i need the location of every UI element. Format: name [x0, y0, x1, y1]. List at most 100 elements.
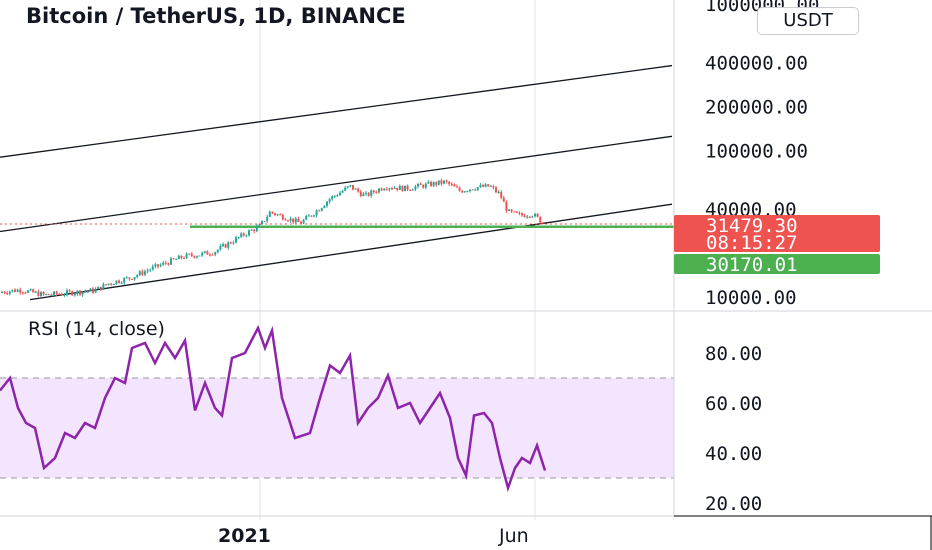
candle-body	[302, 219, 305, 224]
candle-body	[487, 184, 490, 187]
candle-body	[201, 252, 204, 256]
countdown-value: 08:15:27	[706, 232, 798, 254]
candle-body	[315, 210, 318, 216]
candle-body	[3, 291, 6, 294]
candle-body	[253, 229, 256, 232]
candle-body	[237, 237, 240, 239]
candle-body	[445, 180, 448, 182]
candle-body	[346, 186, 349, 188]
rsi-indicator-label[interactable]: RSI (14, close)	[28, 318, 165, 340]
candle-body	[112, 283, 115, 285]
candle-body	[94, 289, 97, 293]
candle-body	[370, 190, 373, 196]
candle-body	[42, 292, 45, 295]
candle-body	[255, 226, 258, 232]
candle-body	[484, 184, 487, 187]
candle-body	[406, 185, 409, 190]
candle-body	[352, 185, 354, 190]
candle-body	[203, 251, 206, 253]
candle-body	[63, 294, 66, 296]
support-price-value: 30170.01	[706, 254, 798, 276]
candle-body	[86, 291, 89, 293]
candle-body	[224, 244, 227, 248]
candle-body	[47, 294, 50, 296]
candle-body	[164, 262, 167, 264]
price-pane[interactable]	[0, 0, 674, 520]
candle-body	[29, 289, 32, 291]
candle-body	[495, 187, 497, 193]
candle-body	[383, 189, 386, 191]
candle-body	[344, 187, 347, 191]
candle-body	[227, 242, 230, 248]
candle-body	[136, 275, 139, 278]
candle-body	[131, 278, 133, 280]
candle-body	[16, 289, 19, 292]
candle-body	[378, 188, 380, 193]
price-axis-label: 100000.00	[705, 141, 808, 163]
candle-body	[375, 192, 378, 194]
candle-body	[261, 221, 263, 225]
rsi-axis-label: 40.00	[705, 443, 762, 465]
candle-body	[157, 264, 159, 267]
candle-body	[440, 180, 443, 184]
candle-body	[513, 211, 516, 213]
candle-body	[297, 218, 300, 222]
rsi-axis[interactable]: 80.00 60.00 40.00 20.00	[705, 343, 762, 515]
candle-body	[523, 215, 526, 218]
candle-body	[240, 233, 243, 238]
candle-body	[271, 211, 274, 214]
candle-body	[536, 213, 539, 217]
candle-body	[372, 190, 375, 193]
candle-body	[8, 291, 11, 294]
candle-body	[437, 180, 440, 185]
chart-title: Bitcoin / TetherUS, 1D, BINANCE	[26, 4, 406, 28]
candle-body	[198, 255, 201, 257]
candle-body	[310, 215, 313, 217]
candle-body	[79, 290, 81, 295]
candle-body	[222, 244, 224, 247]
candle-body	[359, 191, 362, 197]
price-axis-label: 400000.00	[705, 52, 808, 74]
candle-body	[367, 192, 370, 196]
candle-body	[53, 291, 55, 296]
candle-body	[300, 221, 302, 224]
candle-body	[159, 264, 162, 267]
candle-body	[430, 181, 432, 187]
candle-body	[461, 190, 464, 193]
candle-body	[456, 186, 458, 188]
candle-body	[380, 188, 383, 191]
last-price-tag: 31479.30 08:15:27	[674, 215, 880, 254]
candle-body	[248, 230, 250, 236]
candle-body	[99, 286, 102, 290]
price-axis-label: 10000.00	[705, 287, 797, 309]
candle-body	[432, 182, 435, 187]
candle-body	[21, 292, 24, 294]
candle-body	[24, 292, 27, 294]
candle-body	[37, 291, 40, 297]
candle-body	[151, 266, 154, 270]
candle-body	[450, 184, 453, 186]
candle-body	[107, 283, 110, 285]
price-axis-label: 200000.00	[705, 96, 808, 118]
channel-line	[0, 135, 673, 233]
candle-body	[534, 213, 536, 217]
candle-body	[71, 291, 74, 296]
candle-body	[393, 187, 396, 189]
candle-body	[362, 193, 365, 197]
candle-body	[294, 218, 297, 223]
candle-body	[258, 224, 261, 227]
rsi-pane[interactable]	[0, 324, 674, 493]
candle-body	[307, 215, 310, 217]
axis-corner	[674, 516, 932, 550]
candle-body	[476, 187, 479, 190]
candle-body	[404, 185, 406, 192]
rsi-axis-label: 20.00	[705, 493, 762, 515]
candle-body	[500, 192, 503, 198]
candle-body	[339, 192, 341, 196]
candle-body	[128, 277, 131, 279]
candle-body	[466, 191, 469, 193]
candle-body	[138, 271, 141, 276]
candle-body	[84, 291, 87, 293]
currency-unit-button[interactable]: USDT	[757, 7, 859, 35]
